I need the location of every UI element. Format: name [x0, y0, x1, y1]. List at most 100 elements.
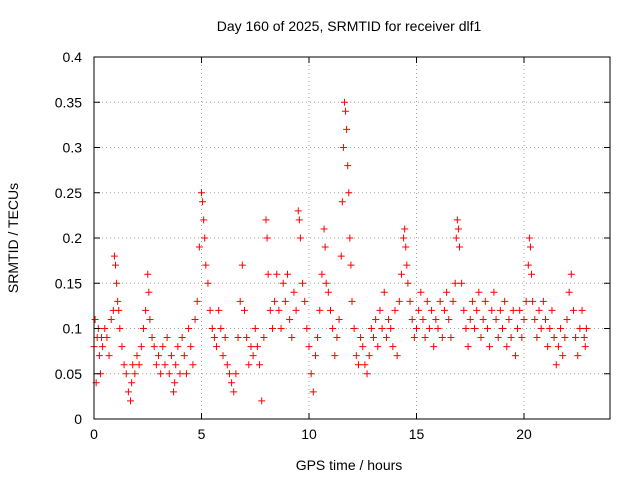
data-point: [215, 306, 223, 314]
data-point: [266, 306, 274, 314]
y-axis-label: SRMTID / TECUs: [5, 183, 21, 293]
data-point: [232, 370, 240, 378]
data-point: [174, 343, 182, 351]
data-point: [473, 306, 481, 314]
data-point: [475, 288, 483, 296]
x-tick-label: 10: [301, 426, 317, 442]
data-point: [95, 352, 103, 360]
data-point: [204, 279, 212, 287]
data-point: [514, 325, 522, 332]
data-point: [176, 370, 184, 378]
data-point: [499, 325, 506, 332]
data-point: [163, 334, 171, 342]
data-point: [524, 261, 532, 269]
data-point: [367, 325, 375, 332]
data-point: [395, 297, 403, 305]
data-point: [150, 343, 158, 351]
data-point: [286, 315, 294, 323]
data-point: [118, 343, 126, 351]
chart-title: Day 160 of 2025, SRMTID for receiver dlf…: [217, 18, 482, 34]
data-point: [260, 334, 268, 342]
data-point: [251, 325, 259, 332]
data-point: [342, 107, 350, 115]
data-point: [494, 334, 502, 342]
data-point: [526, 243, 534, 251]
data-point: [505, 315, 513, 323]
data-point: [436, 297, 444, 305]
data-point: [344, 162, 352, 170]
data-point: [415, 306, 423, 314]
data-point: [339, 144, 347, 151]
data-point: [403, 261, 411, 269]
data-point: [187, 343, 195, 351]
data-point: [361, 361, 369, 369]
data-point: [191, 315, 199, 323]
data-point: [182, 370, 190, 378]
data-point: [263, 234, 271, 242]
data-point: [321, 243, 329, 251]
data-point: [129, 361, 137, 369]
y-tick-label: 0.35: [55, 94, 82, 110]
data-point: [171, 379, 179, 387]
data-point: [391, 306, 399, 314]
data-point: [350, 325, 358, 332]
data-point: [290, 288, 298, 296]
data-point: [552, 361, 560, 369]
data-point: [354, 361, 362, 369]
data-point: [443, 288, 451, 296]
data-point: [557, 325, 565, 332]
data-point: [340, 98, 348, 106]
data-point: [161, 361, 169, 369]
data-point: [221, 334, 229, 342]
data-point: [452, 234, 460, 242]
data-point: [157, 370, 165, 378]
data-point: [206, 306, 214, 314]
data-point: [352, 352, 360, 360]
data-point: [359, 343, 367, 351]
data-point: [230, 388, 238, 396]
data-point: [576, 325, 584, 332]
data-point: [479, 315, 487, 323]
data-point: [193, 297, 201, 305]
data-point: [539, 297, 547, 305]
data-point: [456, 243, 463, 251]
x-tick-label: 0: [90, 426, 98, 442]
data-point: [496, 306, 504, 314]
data-point: [372, 315, 380, 323]
data-point: [445, 315, 453, 323]
data-point: [554, 343, 562, 351]
y-tick-label: 0.05: [55, 366, 82, 382]
data-point: [501, 297, 509, 305]
data-point: [492, 315, 500, 323]
data-point: [314, 334, 322, 342]
y-tick-label: 0.15: [55, 275, 82, 291]
data-point: [582, 325, 590, 332]
data-point: [277, 325, 285, 332]
data-point: [170, 388, 178, 396]
data-point: [542, 315, 549, 323]
data-point: [378, 325, 386, 332]
data-point: [99, 343, 107, 351]
data-point: [165, 370, 173, 378]
data-point: [563, 315, 571, 323]
data-point: [537, 325, 545, 332]
y-tick-label: 0.2: [63, 230, 83, 246]
data-point: [402, 243, 410, 251]
data-point: [185, 325, 193, 332]
data-point: [152, 361, 160, 369]
data-point: [144, 270, 152, 278]
data-point: [210, 334, 218, 342]
data-point: [296, 234, 304, 242]
data-point: [213, 343, 221, 351]
y-tick-label: 0.25: [55, 185, 82, 201]
data-point: [529, 297, 537, 305]
data-point: [337, 252, 345, 260]
data-point: [195, 243, 203, 251]
data-point: [481, 297, 489, 305]
data-point: [400, 234, 408, 242]
data-point: [327, 306, 334, 314]
data-point: [228, 379, 236, 387]
data-point: [145, 288, 153, 296]
data-point: [268, 325, 276, 332]
data-point: [370, 334, 377, 342]
